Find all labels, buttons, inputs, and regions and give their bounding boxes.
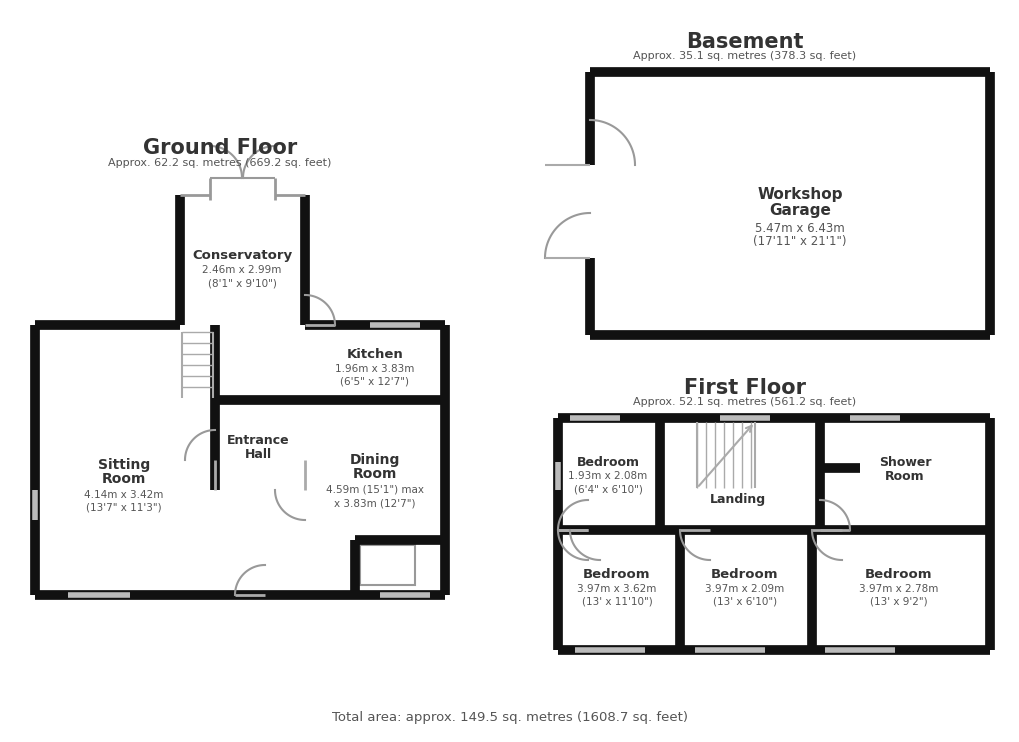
- Text: Dining: Dining: [350, 453, 399, 467]
- Text: x 3.83m (12'7"): x 3.83m (12'7"): [334, 498, 416, 508]
- Text: 5.47m x 6.43m: 5.47m x 6.43m: [754, 222, 844, 234]
- Text: (6'5" x 12'7"): (6'5" x 12'7"): [340, 377, 409, 387]
- Text: Ground Floor: Ground Floor: [143, 138, 297, 158]
- Text: 4.14m x 3.42m: 4.14m x 3.42m: [85, 490, 163, 500]
- Text: Sitting: Sitting: [98, 458, 150, 472]
- Text: Garage: Garage: [768, 203, 830, 218]
- Text: Approx. 52.1 sq. metres (561.2 sq. feet): Approx. 52.1 sq. metres (561.2 sq. feet): [633, 397, 856, 407]
- Text: Bedroom: Bedroom: [583, 568, 650, 582]
- Text: (13'7" x 11'3"): (13'7" x 11'3"): [86, 503, 162, 513]
- Text: 1.93m x 2.08m: 1.93m x 2.08m: [568, 471, 647, 481]
- Text: Hall: Hall: [245, 447, 271, 461]
- Bar: [360, 545, 415, 585]
- Text: Basement: Basement: [686, 32, 803, 52]
- Text: (13' x 9'2"): (13' x 9'2"): [869, 596, 927, 606]
- Text: Shower: Shower: [878, 456, 930, 470]
- Text: Bedroom: Bedroom: [710, 568, 777, 582]
- Text: 3.97m x 3.62m: 3.97m x 3.62m: [577, 584, 656, 594]
- Text: First Floor: First Floor: [684, 378, 805, 398]
- Text: 2.46m x 2.99m: 2.46m x 2.99m: [202, 265, 281, 275]
- Text: 3.97m x 2.09m: 3.97m x 2.09m: [705, 584, 784, 594]
- Text: Conservatory: Conservatory: [192, 249, 291, 261]
- Text: Kitchen: Kitchen: [346, 349, 403, 361]
- Text: 4.59m (15'1") max: 4.59m (15'1") max: [326, 485, 424, 495]
- Text: (6'4" x 6'10"): (6'4" x 6'10"): [573, 484, 642, 494]
- Text: Approx. 62.2 sq. metres (669.2 sq. feet): Approx. 62.2 sq. metres (669.2 sq. feet): [108, 158, 331, 168]
- Text: Room: Room: [353, 467, 396, 481]
- Text: Room: Room: [884, 470, 924, 482]
- Text: Bedroom: Bedroom: [576, 456, 639, 470]
- Text: 3.97m x 2.78m: 3.97m x 2.78m: [858, 584, 937, 594]
- Text: Total area: approx. 149.5 sq. metres (1608.7 sq. feet): Total area: approx. 149.5 sq. metres (16…: [331, 712, 688, 724]
- Text: 1.96m x 3.83m: 1.96m x 3.83m: [335, 364, 415, 374]
- Text: Entrance: Entrance: [226, 433, 289, 447]
- Text: (8'1" x 9'10"): (8'1" x 9'10"): [207, 278, 276, 288]
- Text: (13' x 11'10"): (13' x 11'10"): [581, 596, 652, 606]
- Text: Landing: Landing: [709, 493, 765, 507]
- Text: Bedroom: Bedroom: [864, 568, 931, 582]
- Text: Workshop: Workshop: [756, 188, 842, 203]
- Text: (17'11" x 21'1"): (17'11" x 21'1"): [752, 235, 846, 249]
- Text: (13' x 6'10"): (13' x 6'10"): [712, 596, 776, 606]
- Text: Approx. 35.1 sq. metres (378.3 sq. feet): Approx. 35.1 sq. metres (378.3 sq. feet): [633, 51, 856, 61]
- Text: Room: Room: [102, 472, 146, 486]
